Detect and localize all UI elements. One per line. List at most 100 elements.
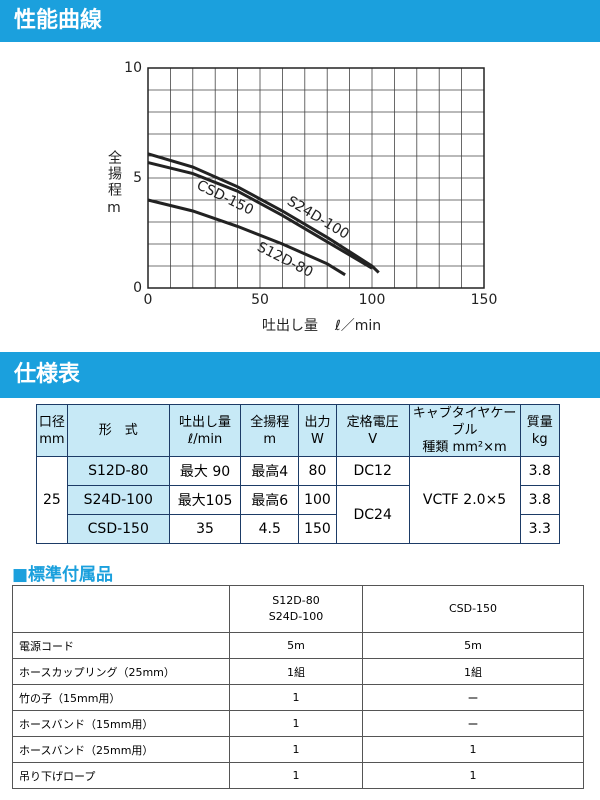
cell: ホースバンド（15mm用） — [12, 710, 230, 737]
series-line — [147, 152, 380, 274]
x-tick-label: 0 — [144, 292, 153, 308]
data-row: 電源コード 5m 5m — [12, 632, 584, 659]
cell: 1 — [229, 762, 363, 789]
cell: ホースバンド（25mm用） — [12, 736, 230, 763]
section-header: 性能曲線 — [0, 0, 600, 42]
spec-table: 口径 mm 形 式吐出し量 ℓ/min 全揚程 m 出力 W 定格電圧 V キャブタイヤケーブル 種類… — [36, 404, 561, 544]
cell: 1 — [229, 684, 363, 711]
header-cell: 出力 W — [298, 404, 337, 457]
header-cell — [12, 585, 230, 633]
series-line — [147, 198, 346, 277]
header-cell: 質量 kg — [519, 404, 561, 457]
section-header: 仕様表 — [0, 352, 600, 398]
header-text: CSD-150 — [448, 602, 498, 615]
data-row: ホースバンド（25mm用） 1 1 — [12, 736, 584, 763]
header-text: mm — [39, 431, 65, 447]
x-tick-label: 150 — [471, 292, 498, 308]
header-text: ℓ/min — [187, 431, 223, 447]
accessory-table: S12D-80 S24D-100 CSD-150 電源コード 5m 5m ホースカップリング… — [12, 585, 584, 789]
data-row: 吊り下げロープ 1 1 — [12, 762, 584, 789]
header-cell: 定格電圧 V — [335, 404, 410, 457]
cell: 1 — [362, 762, 584, 789]
header-text: 吐出し量 — [179, 414, 232, 430]
cable-cell: VCTF 2.0×5 — [408, 456, 521, 544]
header-text: S12D-80 — [272, 594, 320, 607]
bore-cell: 25 — [36, 456, 68, 544]
cell: 竹の子（15mm用） — [12, 684, 230, 711]
header-text: 全揚程 — [250, 414, 290, 430]
model-cell: S12D-80 — [66, 456, 170, 486]
header-text: 口径 — [38, 414, 65, 430]
header-cell: CSD-150 — [362, 585, 584, 633]
data-row: 竹の子（15mm用） 1 ー — [12, 684, 584, 711]
cell: 4.5 — [240, 514, 300, 544]
cell: 80 — [298, 456, 337, 486]
data-row: ホースカップリング（25mm） 1組 1組 — [12, 658, 584, 685]
data-row: CSD-150 35 4.5 150 3.3 — [37, 514, 561, 544]
cell: 最大 90 — [168, 456, 242, 486]
cell: 1 — [229, 710, 363, 737]
cell: 3.8 — [519, 456, 561, 486]
header-text: W — [311, 431, 324, 447]
section-header: ■標準付属品 — [12, 565, 114, 585]
cell: 150 — [298, 514, 337, 544]
header-cell: 口径 mm — [36, 404, 68, 457]
header-text: S24D-100 — [268, 610, 324, 623]
cell: 5m — [229, 632, 363, 659]
x-tick-label: 50 — [251, 292, 269, 308]
header-text: kg — [531, 431, 548, 447]
header-cell: 吐出し量 ℓ/min — [168, 404, 242, 457]
x-tick-label: 100 — [359, 292, 386, 308]
header-text: 出力 — [304, 414, 331, 430]
y-tick-label: 0 — [133, 280, 142, 296]
header-cell: 全揚程 m — [240, 404, 300, 457]
header-text: V — [368, 431, 378, 447]
cell: 1 — [229, 736, 363, 763]
cell: 電源コード — [12, 632, 230, 659]
header-text: m — [263, 431, 277, 447]
cell: ー — [362, 710, 584, 737]
y-tick-label: 10 — [124, 60, 142, 76]
data-row: 25 S12D-80 最大 90 最高4 80 DC12 VCTF 2.0×5 3.8 — [36, 456, 561, 544]
header-row: 口径 mm 形 式吐出し量 ℓ/min 全揚程 m 出力 W 定格電圧 V キャブタイヤケーブル 種類… — [36, 404, 561, 457]
cell: 1 — [362, 736, 584, 763]
header-text: 種類 mm²×m — [422, 440, 507, 455]
cell: 3.8 — [519, 485, 561, 515]
y-axis-label: 全揚程 — [106, 149, 122, 198]
data-row: S24D-100 最大105 最高6 100 DC24 3.8 — [37, 485, 561, 544]
series-line — [147, 161, 373, 270]
cell: 100 — [298, 485, 337, 515]
header-text: キャブタイヤケーブル — [412, 406, 517, 438]
cell: 5m — [362, 632, 584, 659]
cell: DC12 — [335, 456, 410, 486]
header-cell: S12D-80 S24D-100 — [229, 585, 363, 633]
series-label: CSD-150 — [194, 177, 256, 218]
plot-frame — [147, 67, 485, 289]
cell: 1組 — [229, 658, 363, 685]
header-text: 形 式 — [98, 423, 138, 438]
x-axis-label: 吐出し量 — [262, 318, 318, 334]
cell: 1組 — [362, 658, 584, 685]
cell: ホースカップリング（25mm） — [12, 658, 230, 685]
header-text: 定格電圧 — [346, 414, 399, 430]
cell: 最高6 — [240, 485, 300, 515]
y-axis-unit: m — [107, 200, 121, 216]
cell: DC24 — [335, 485, 410, 544]
cell: 3.3 — [519, 514, 561, 544]
model-cell: S24D-100 — [66, 485, 170, 515]
cell: ー — [362, 684, 584, 711]
model-cell: CSD-150 — [66, 514, 170, 544]
cell: 最大105 — [168, 485, 242, 515]
x-axis-unit: ℓ／min — [334, 318, 381, 334]
header-cell: キャブタイヤケーブル種類 mm²×m — [408, 404, 521, 457]
cell: 35 — [168, 514, 242, 544]
header-cell: 形 式 — [66, 404, 170, 457]
cell: 吊り下げロープ — [12, 762, 230, 789]
header-text: 質量 — [526, 414, 553, 430]
y-tick-label: 5 — [133, 170, 142, 186]
data-row: ホースバンド（15mm用） 1 ー — [12, 710, 584, 737]
cell: 最高4 — [240, 456, 300, 486]
header-row: S12D-80 S24D-100 CSD-150 — [12, 585, 584, 633]
